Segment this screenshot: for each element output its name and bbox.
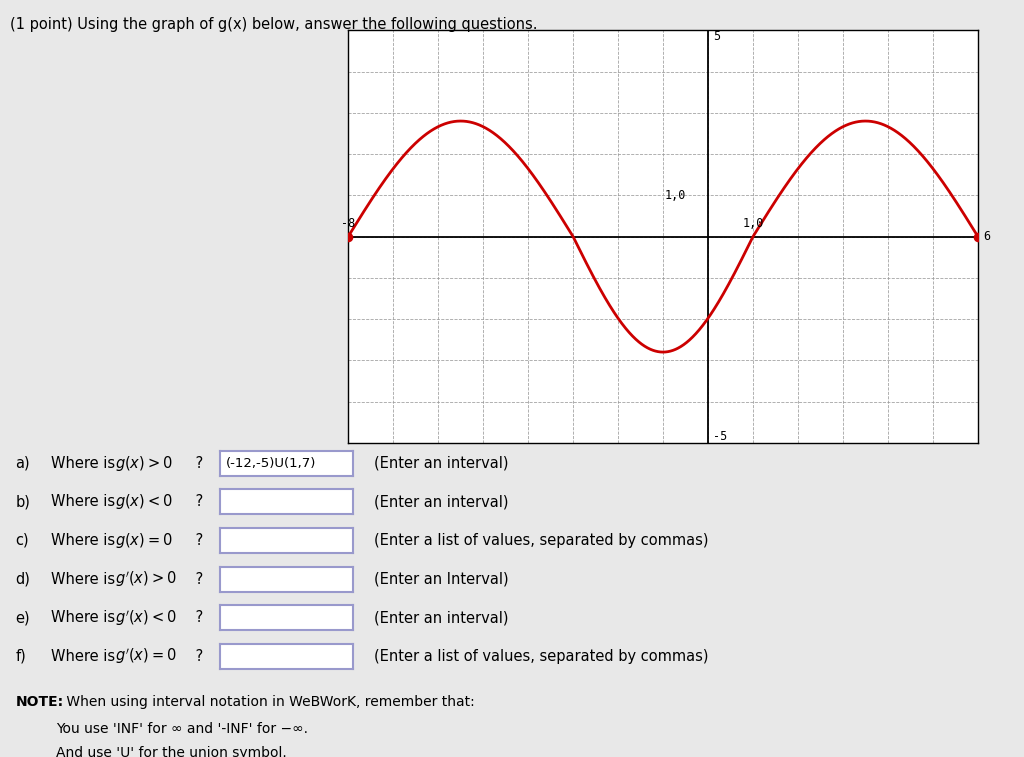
Text: You use 'INF' for ∞ and '-INF' for −∞.: You use 'INF' for ∞ and '-INF' for −∞. [56, 722, 308, 736]
Text: (Enter a list of values, separated by commas): (Enter a list of values, separated by co… [374, 533, 709, 548]
Text: $\mathit{g'(x) > 0}$: $\mathit{g'(x) > 0}$ [115, 569, 176, 589]
Text: f): f) [15, 649, 26, 664]
Text: b): b) [15, 494, 31, 509]
Text: ?: ? [191, 494, 204, 509]
Text: $\mathit{g(x) = 0}$: $\mathit{g(x) = 0}$ [115, 531, 172, 550]
Text: And use 'U' for the union symbol.: And use 'U' for the union symbol. [56, 746, 287, 757]
Text: (Enter an interval): (Enter an interval) [374, 494, 508, 509]
Text: a): a) [15, 456, 30, 471]
Text: Where is: Where is [51, 610, 120, 625]
Text: Where is: Where is [51, 494, 120, 509]
Text: Where is: Where is [51, 649, 120, 664]
Text: ?: ? [191, 610, 204, 625]
Text: 1,0: 1,0 [665, 188, 685, 202]
Text: $\mathit{g(x) < 0}$: $\mathit{g(x) < 0}$ [115, 492, 172, 512]
Point [970, 230, 986, 242]
Text: ?: ? [191, 572, 204, 587]
Text: 1,0: 1,0 [742, 217, 764, 230]
Text: (Enter a list of values, separated by commas): (Enter a list of values, separated by co… [374, 649, 709, 664]
Text: 6: 6 [983, 230, 990, 243]
Text: ?: ? [191, 649, 204, 664]
Text: 5: 5 [714, 30, 721, 43]
Text: Where is: Where is [51, 572, 120, 587]
Point [340, 230, 356, 242]
Text: (1 point) Using the graph of g(x) below, answer the following questions.: (1 point) Using the graph of g(x) below,… [10, 17, 538, 32]
Text: -5: -5 [714, 430, 728, 443]
Text: -8: -8 [341, 217, 355, 230]
Text: $\mathit{g(x) > 0}$: $\mathit{g(x) > 0}$ [115, 453, 172, 473]
Text: When using interval notation in WeBWorK, remember that:: When using interval notation in WeBWorK,… [62, 695, 475, 709]
Text: (-12,-5)U(1,7): (-12,-5)U(1,7) [225, 456, 315, 470]
Text: c): c) [15, 533, 29, 548]
Text: e): e) [15, 610, 30, 625]
Text: (Enter an interval): (Enter an interval) [374, 610, 508, 625]
Text: NOTE:: NOTE: [15, 695, 63, 709]
Text: $\mathit{g'(x) = 0}$: $\mathit{g'(x) = 0}$ [115, 646, 176, 666]
Text: Where is: Where is [51, 533, 120, 548]
Text: (Enter an interval): (Enter an interval) [374, 456, 508, 471]
Text: d): d) [15, 572, 31, 587]
Text: (Enter an Interval): (Enter an Interval) [374, 572, 508, 587]
Text: ?: ? [191, 533, 204, 548]
Text: ?: ? [191, 456, 204, 471]
Text: $\mathit{g'(x) < 0}$: $\mathit{g'(x) < 0}$ [115, 608, 176, 628]
Text: Where is: Where is [51, 456, 120, 471]
